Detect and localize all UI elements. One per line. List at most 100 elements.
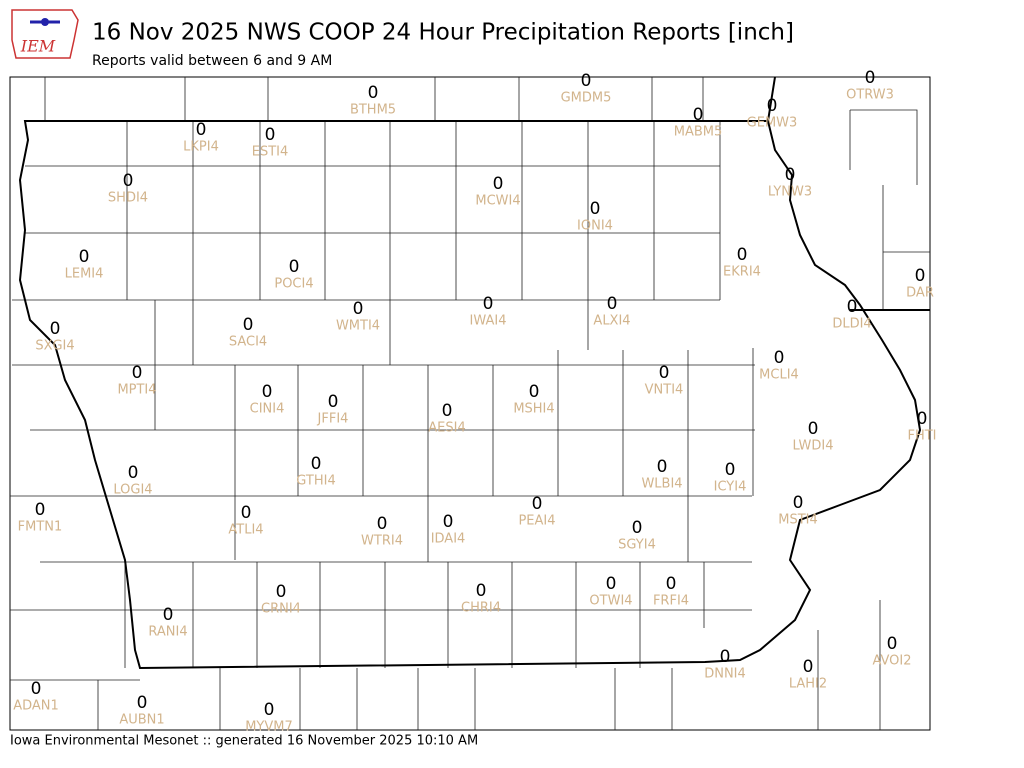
station-value: 0 xyxy=(793,493,804,513)
station-id: LYNW3 xyxy=(768,185,812,200)
station-value: 0 xyxy=(666,574,677,594)
station-id: MSHI4 xyxy=(513,402,554,417)
station-value: 0 xyxy=(803,657,814,677)
station-value: 0 xyxy=(607,294,618,314)
station-value: 0 xyxy=(443,512,454,532)
station-id: CHRI4 xyxy=(461,601,501,616)
station-id: GTHI4 xyxy=(296,474,335,489)
station-value: 0 xyxy=(808,419,819,439)
station-value: 0 xyxy=(493,174,504,194)
station-id: MABM5 xyxy=(674,125,723,140)
station-value: 0 xyxy=(368,83,379,103)
station-id: ADAN1 xyxy=(13,699,59,714)
station-id: LAHI2 xyxy=(789,677,827,692)
station-id: PEAI4 xyxy=(518,514,555,529)
station-id: ALXI4 xyxy=(593,314,630,329)
station-value: 0 xyxy=(243,315,254,335)
station-id: MYVM7 xyxy=(245,720,293,735)
station-value: 0 xyxy=(241,503,252,523)
station-id: MSTI4 xyxy=(778,513,818,528)
station-id: AUBN1 xyxy=(119,713,164,728)
station-value: 0 xyxy=(377,514,388,534)
station-id: ICYI4 xyxy=(714,480,747,495)
station-value: 0 xyxy=(265,125,276,145)
station-value: 0 xyxy=(659,363,670,383)
stations: 0BTHM50GMDM50OTRW30MABM50GEMW30LKPI40EST… xyxy=(13,68,936,735)
station-id: DLDI4 xyxy=(832,317,871,332)
station-value: 0 xyxy=(657,457,668,477)
station-value: 0 xyxy=(693,105,704,125)
station-value: 0 xyxy=(767,96,778,116)
station-id: FHTI xyxy=(907,429,936,444)
station-value: 0 xyxy=(725,460,736,480)
station-id: POCI4 xyxy=(274,277,313,292)
station-id: FMTN1 xyxy=(18,520,63,535)
station-id: ESTI4 xyxy=(252,145,289,160)
station-value: 0 xyxy=(50,319,61,339)
station-id: GMDM5 xyxy=(561,91,612,106)
station-id: AVOI2 xyxy=(872,654,911,669)
station-value: 0 xyxy=(865,68,876,88)
station-id: LKPI4 xyxy=(183,140,219,155)
station-value: 0 xyxy=(353,299,364,319)
station-value: 0 xyxy=(590,199,601,219)
station-value: 0 xyxy=(887,634,898,654)
station-value: 0 xyxy=(128,463,139,483)
footer: Iowa Environmental Mesonet :: generated … xyxy=(10,734,478,749)
station-value: 0 xyxy=(529,382,540,402)
station-id: WTRI4 xyxy=(361,534,403,549)
station-value: 0 xyxy=(35,500,46,520)
station-id: DNNI4 xyxy=(704,667,746,682)
station-value: 0 xyxy=(442,401,453,421)
subtitle: Reports valid between 6 and 9 AM xyxy=(92,53,332,69)
station-value: 0 xyxy=(476,581,487,601)
station-value: 0 xyxy=(79,247,90,267)
station-id: LEMI4 xyxy=(65,267,104,282)
station-id: SACI4 xyxy=(229,335,267,350)
station-id: CRNI4 xyxy=(261,602,301,617)
station-id: IONI4 xyxy=(577,219,613,234)
station-value: 0 xyxy=(737,245,748,265)
station-id: LWDI4 xyxy=(792,439,833,454)
station-value: 0 xyxy=(132,363,143,383)
logo: IEM xyxy=(11,9,79,59)
station-value: 0 xyxy=(532,494,543,514)
station-id: VNTI4 xyxy=(645,383,684,398)
station-id: WMTI4 xyxy=(336,319,380,334)
station-value: 0 xyxy=(483,294,494,314)
logo-text: IEM xyxy=(20,37,56,56)
station-id: SXGI4 xyxy=(35,339,74,354)
station-value: 0 xyxy=(123,171,134,191)
station-id: OTRW3 xyxy=(846,88,894,103)
station-value: 0 xyxy=(328,392,339,412)
station-value: 0 xyxy=(632,518,643,538)
station-id: WLBI4 xyxy=(641,477,682,492)
station-value: 0 xyxy=(196,120,207,140)
station-value: 0 xyxy=(774,348,785,368)
station-id: RANI4 xyxy=(148,625,187,640)
station-value: 0 xyxy=(917,409,928,429)
station-id: FRFI4 xyxy=(653,594,689,609)
station-value: 0 xyxy=(31,679,42,699)
station-value: 0 xyxy=(163,605,174,625)
station-value: 0 xyxy=(785,165,796,185)
station-id: GEMW3 xyxy=(747,116,798,131)
station-id: OTWI4 xyxy=(589,594,632,609)
station-value: 0 xyxy=(289,257,300,277)
station-value: 0 xyxy=(137,693,148,713)
station-id: DAR xyxy=(906,286,934,301)
station-id: CINI4 xyxy=(250,402,285,417)
station-value: 0 xyxy=(606,574,617,594)
station-value: 0 xyxy=(264,700,275,720)
station-value: 0 xyxy=(276,582,287,602)
station-id: IDAI4 xyxy=(431,532,466,547)
station-value: 0 xyxy=(915,266,926,286)
title: 16 Nov 2025 NWS COOP 24 Hour Precipitati… xyxy=(92,20,794,46)
station-value: 0 xyxy=(311,454,322,474)
station-id: LOGI4 xyxy=(113,483,152,498)
station-id: MPTI4 xyxy=(117,383,156,398)
station-id: EKRI4 xyxy=(723,265,761,280)
station-id: JFFI4 xyxy=(317,412,349,427)
